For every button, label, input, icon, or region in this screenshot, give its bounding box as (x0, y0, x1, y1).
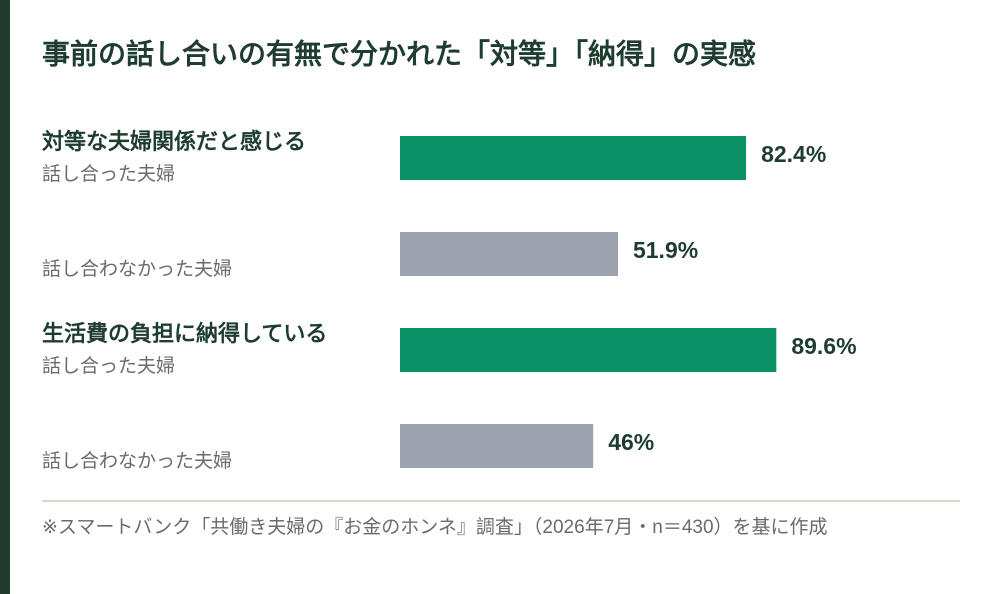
bar (400, 328, 777, 372)
value-label: 82.4% (761, 141, 826, 167)
value-label: 51.9% (633, 237, 698, 263)
series-label: 話し合った夫婦 (42, 163, 175, 185)
bar (400, 232, 618, 276)
footnote: ※スマートバンク「共働き夫婦の『お金のホンネ』調査」（2026年7月・n＝430… (42, 516, 828, 538)
series-label: 話し合わなかった夫婦 (42, 258, 232, 280)
value-label: 46% (608, 429, 654, 455)
chart-title: 事前の話し合いの有無で分かれた「対等」「納得」の実感 (42, 37, 756, 69)
series-label: 話し合わなかった夫婦 (42, 450, 232, 472)
category-label: 生活費の負担に納得している (42, 321, 327, 346)
side-stripe (0, 0, 10, 594)
bar (400, 424, 594, 468)
series-label: 話し合った夫婦 (42, 355, 175, 377)
category-label: 対等な夫婦関係だと感じる (42, 129, 306, 154)
bar (400, 136, 747, 180)
value-label: 89.6% (791, 333, 856, 359)
